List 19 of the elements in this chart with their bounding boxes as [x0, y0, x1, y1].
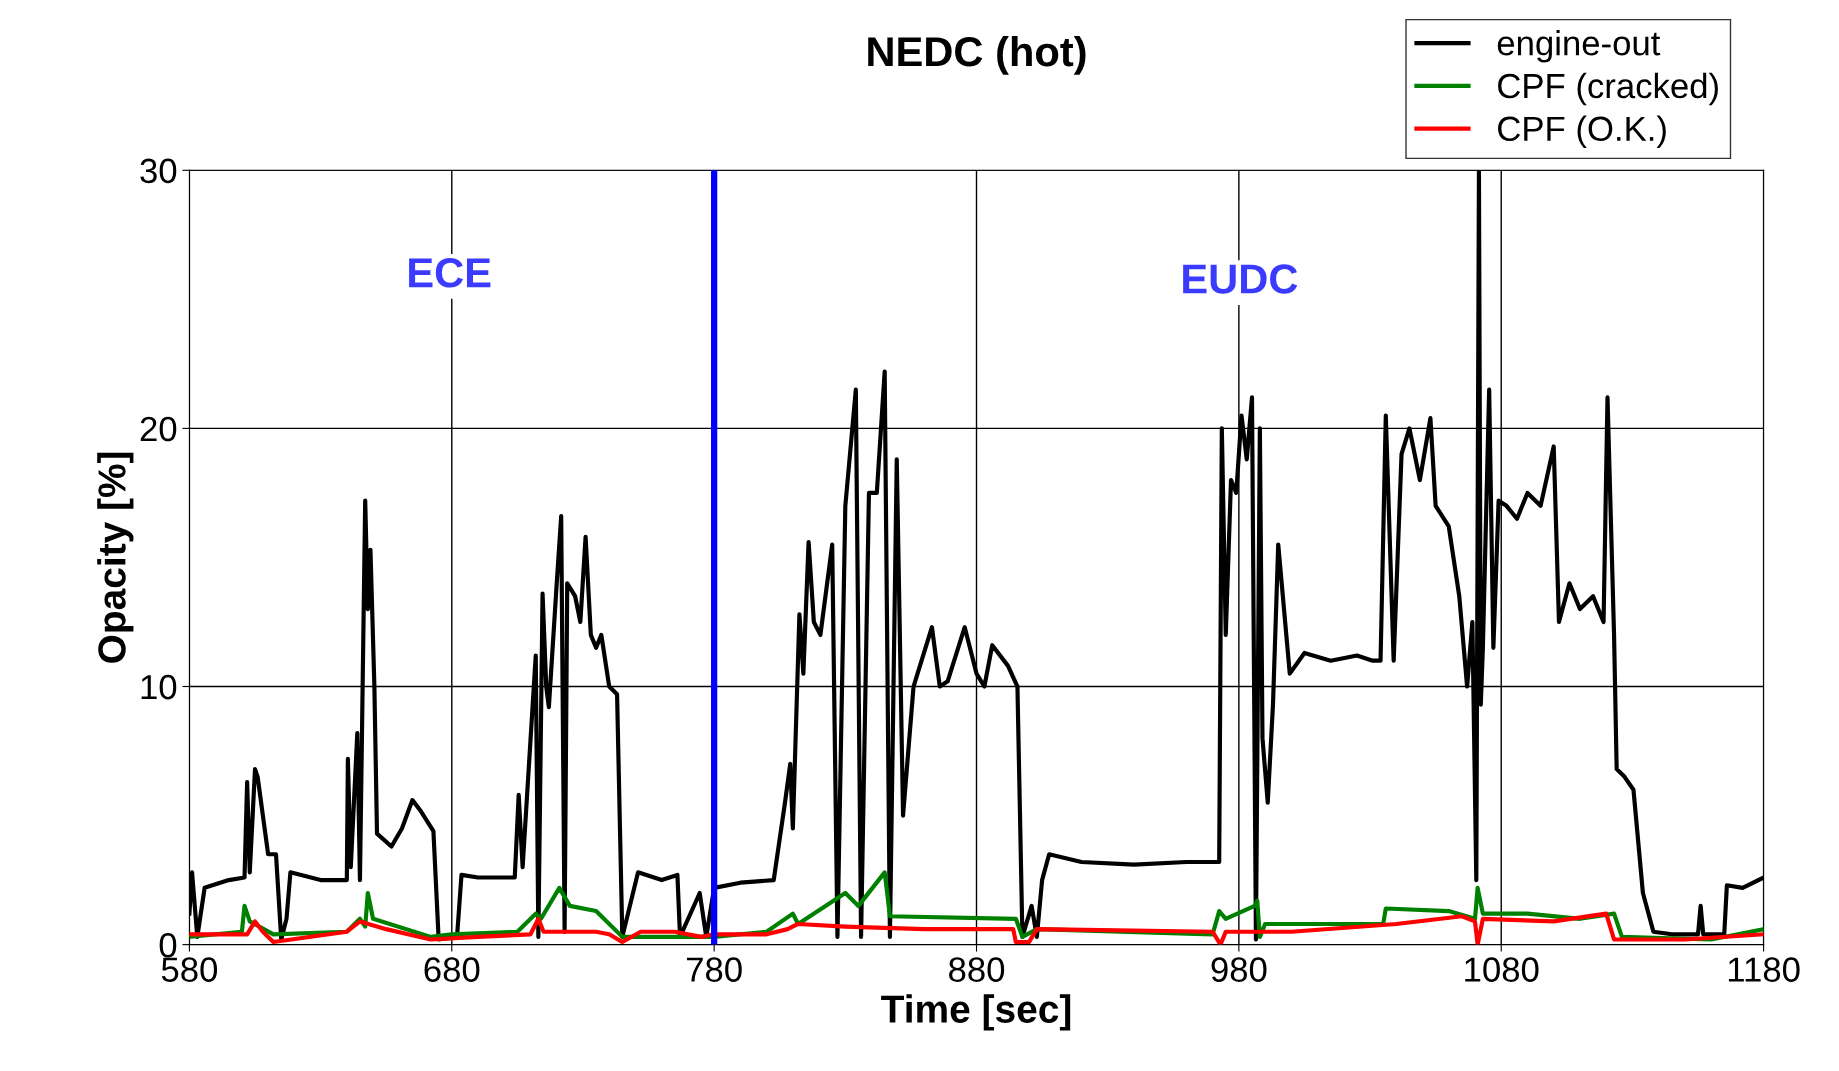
x-tick-label: 980 [1211, 957, 1267, 982]
legend-label: CPF (cracked) [1498, 72, 1718, 106]
legend-label: CPF (O.K.) [1498, 115, 1666, 148]
annotation: EUDC [1183, 264, 1298, 294]
y-axis-title: Opacity [%] [97, 452, 134, 663]
x-tick-label: 1180 [1728, 957, 1800, 982]
y-tick-label: 30 [140, 158, 177, 184]
x-tick-label: 780 [686, 957, 742, 982]
y-tick-label: 0 [159, 932, 177, 958]
annotation: ECE [409, 258, 491, 288]
x-tick-label: 880 [949, 957, 1005, 982]
y-tick-label: 10 [141, 674, 177, 700]
x-tick-label: 680 [424, 957, 480, 982]
x-tick-label: 580 [161, 957, 218, 982]
y-tick-label: 20 [140, 416, 177, 442]
legend-label: engine-out [1497, 30, 1661, 63]
chart-title: NEDC (hot) [868, 35, 1086, 75]
x-tick-label: 1080 [1465, 957, 1539, 982]
x-axis-title: Time [sec] [881, 994, 1071, 1031]
